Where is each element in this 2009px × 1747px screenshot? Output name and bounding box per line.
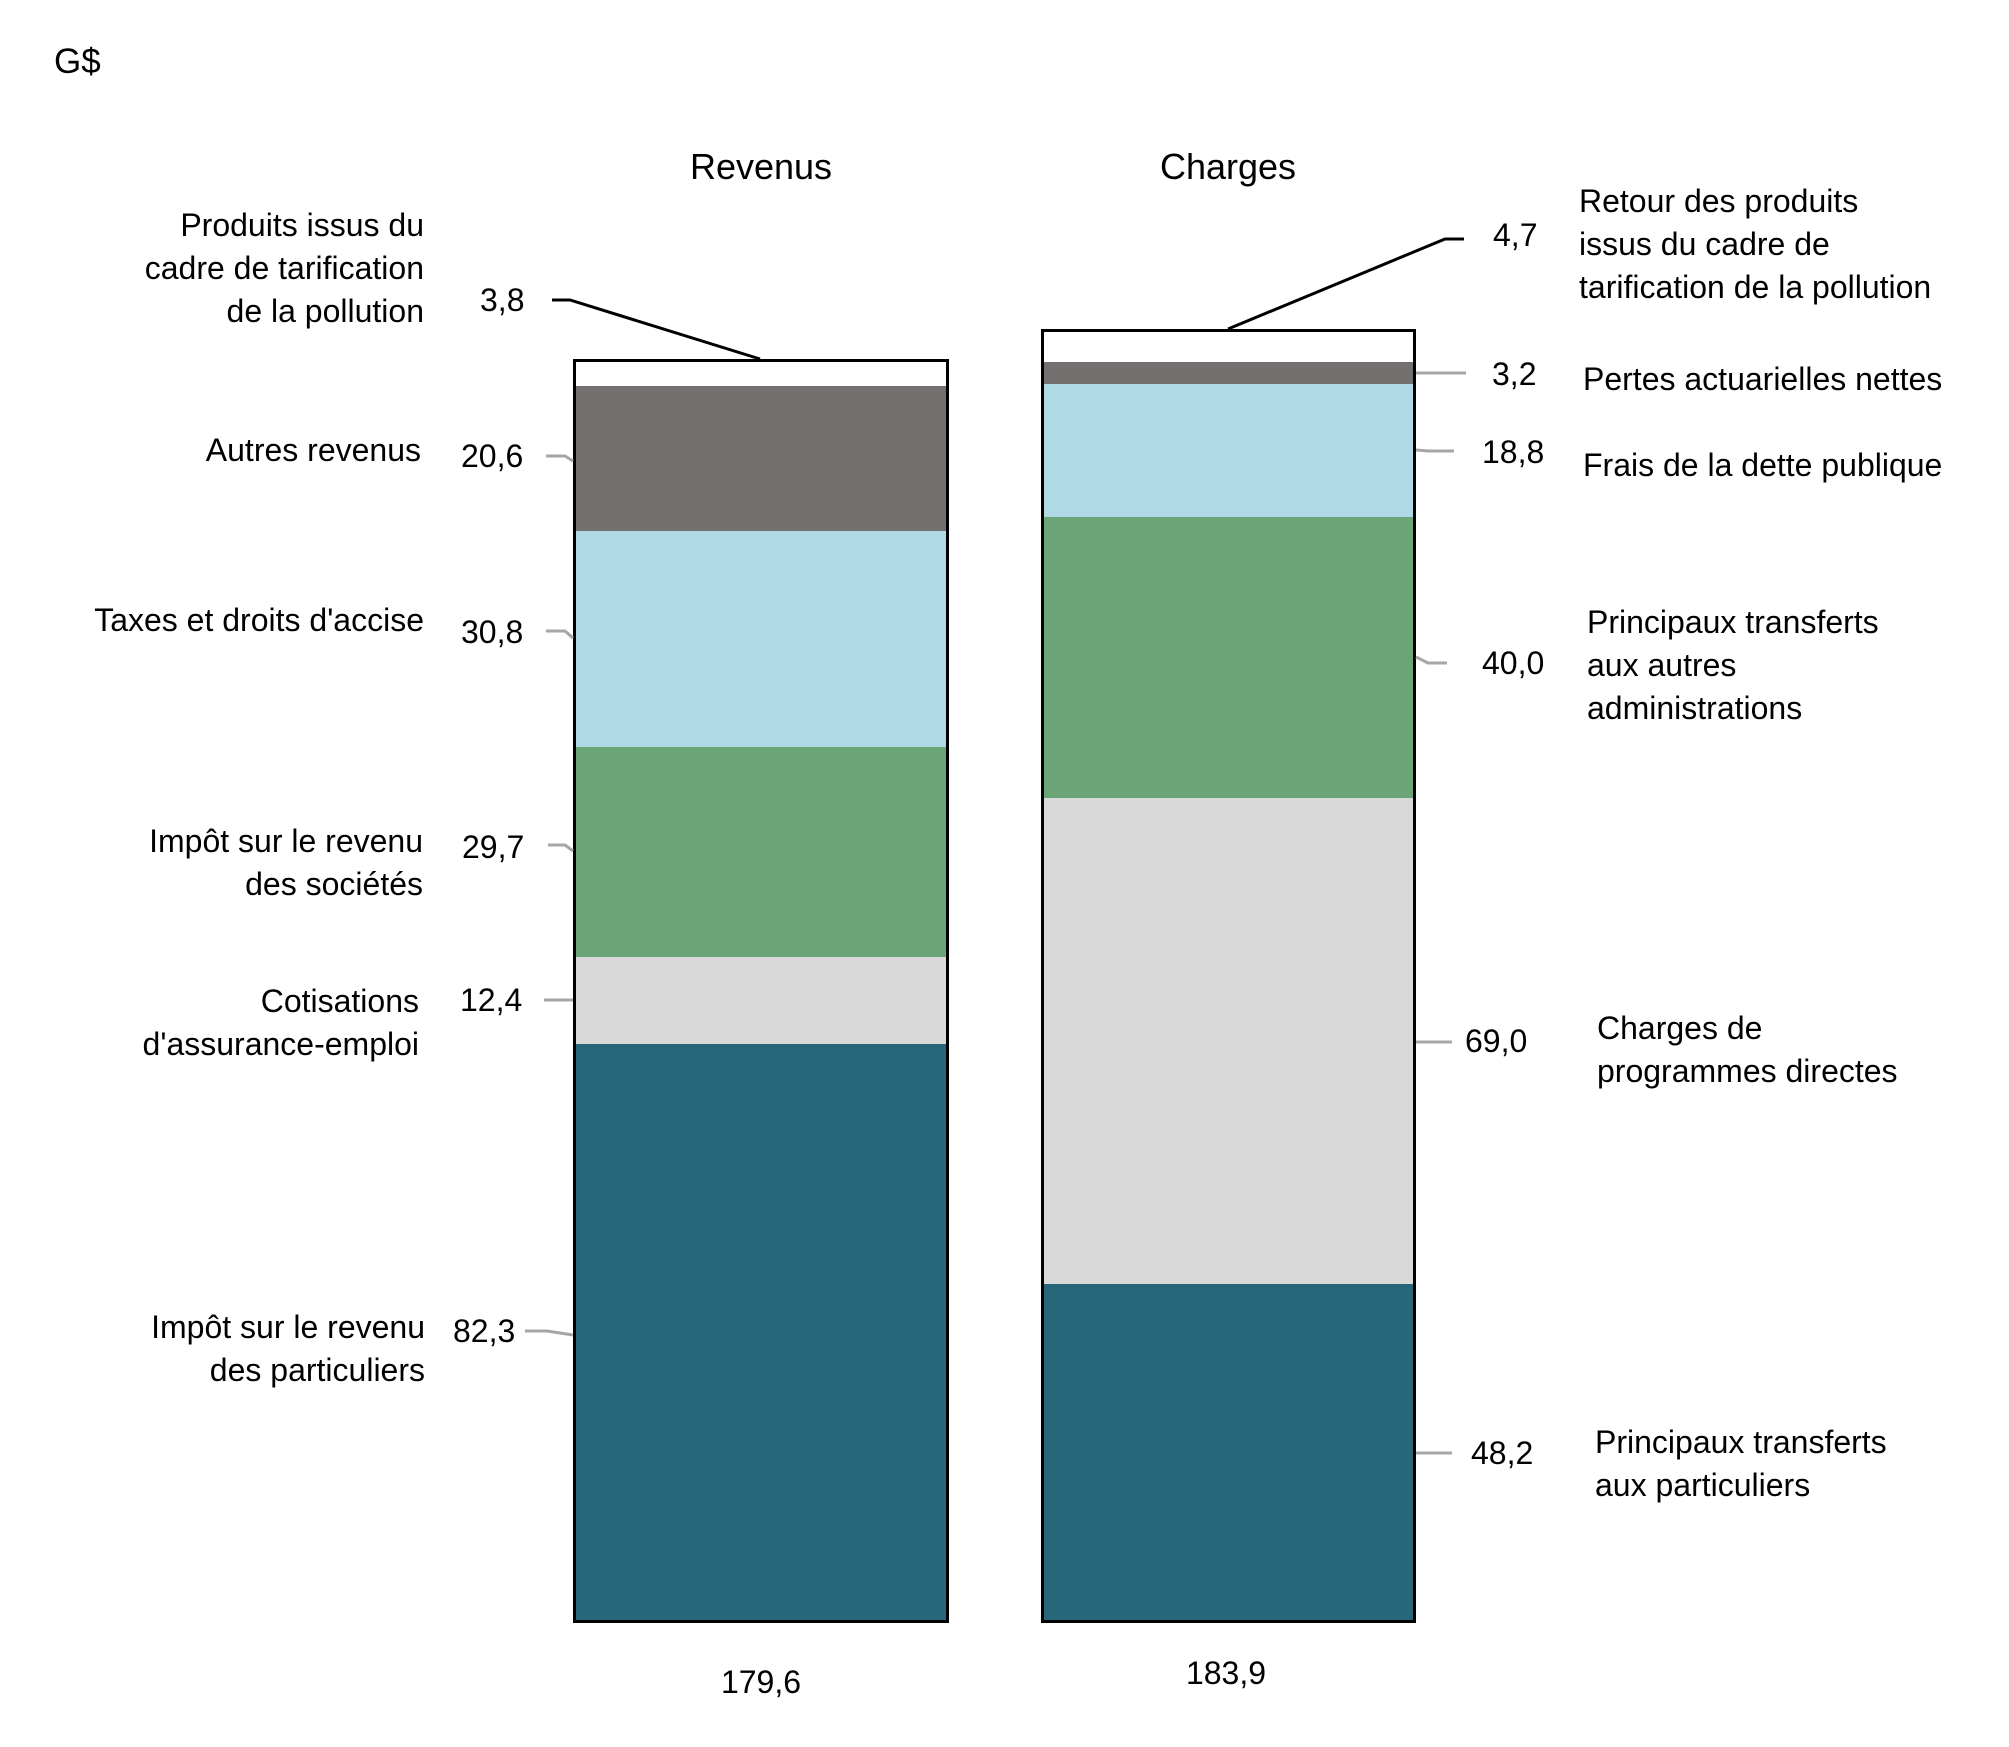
- label-charges-pollution: Retour des produits issus du cadre de ta…: [1579, 183, 1932, 305]
- label-dette: Frais de la dette publique: [1583, 447, 1943, 483]
- revenus-segment-0: [573, 1044, 949, 1623]
- charges-segment-1: [1041, 798, 1416, 1287]
- revenus-segment-4: [573, 386, 949, 534]
- column-title-revenus: Revenus: [689, 146, 833, 187]
- value-dette: 18,8: [1482, 434, 1545, 470]
- label-cotisations-ae: Cotisations d'assurance-emploi: [142, 983, 419, 1062]
- label-revenus-pollution: Produits issus du cadre de tarification …: [144, 207, 424, 329]
- value-revenus-pollution: 3,8: [480, 282, 525, 318]
- charges-segment-2: [1041, 517, 1416, 801]
- value-programmes: 69,0: [1465, 1023, 1528, 1059]
- bar-revenus: [573, 0, 949, 1623]
- label-programmes: Charges de programmes directes: [1597, 1010, 1898, 1089]
- label-impot-societes: Impôt sur le revenu des sociétés: [149, 823, 423, 902]
- leader-particuliers: [525, 1329, 574, 1337]
- value-transferts-particuliers: 48,2: [1471, 1435, 1534, 1471]
- leader-transferts-admin: [1415, 655, 1447, 665]
- label-autres-revenus: Autres revenus: [205, 432, 421, 468]
- value-charges-pollution: 4,7: [1493, 217, 1538, 253]
- label-transferts-admin: Principaux transferts aux autres adminis…: [1587, 604, 1879, 726]
- label-actuarielles: Pertes actuarielles nettes: [1583, 361, 1943, 397]
- leader-dette: [1415, 448, 1454, 453]
- leader-taxes: [546, 629, 574, 640]
- value-taxes: 30,8: [461, 614, 524, 650]
- value-impot-societes: 29,7: [462, 829, 525, 865]
- column-title-charges: Charges: [1159, 146, 1297, 187]
- revenus-segment-1: [573, 957, 949, 1047]
- bar-charges: [1041, 0, 1416, 1623]
- charges-segment-0: [1041, 1284, 1416, 1623]
- revenus-segment-3: [573, 531, 949, 750]
- total-revenus: 179,6: [720, 1664, 802, 1700]
- value-cotisations-ae: 12,4: [460, 982, 523, 1018]
- revenus-segment-2: [573, 747, 949, 960]
- value-actuarielles: 3,2: [1492, 356, 1537, 392]
- label-taxes: Taxes et droits d'accise: [94, 602, 424, 638]
- leader-autres-revenus: [546, 454, 574, 463]
- value-impot-particuliers: 82,3: [453, 1313, 516, 1349]
- total-charges: 183,9: [1185, 1655, 1267, 1691]
- charges-segment-3: [1041, 384, 1416, 520]
- unit-label: G$: [54, 42, 101, 81]
- label-impot-particuliers: Impôt sur le revenu des particuliers: [151, 1309, 425, 1388]
- charges-segment-5: [1041, 329, 1416, 365]
- label-transferts-particuliers: Principaux transferts aux particuliers: [1595, 1424, 1887, 1503]
- value-transferts-admin: 40,0: [1482, 645, 1545, 681]
- leader-societes: [548, 843, 574, 853]
- revenus-segment-5: [573, 359, 949, 389]
- value-autres-revenus: 20,6: [461, 438, 524, 474]
